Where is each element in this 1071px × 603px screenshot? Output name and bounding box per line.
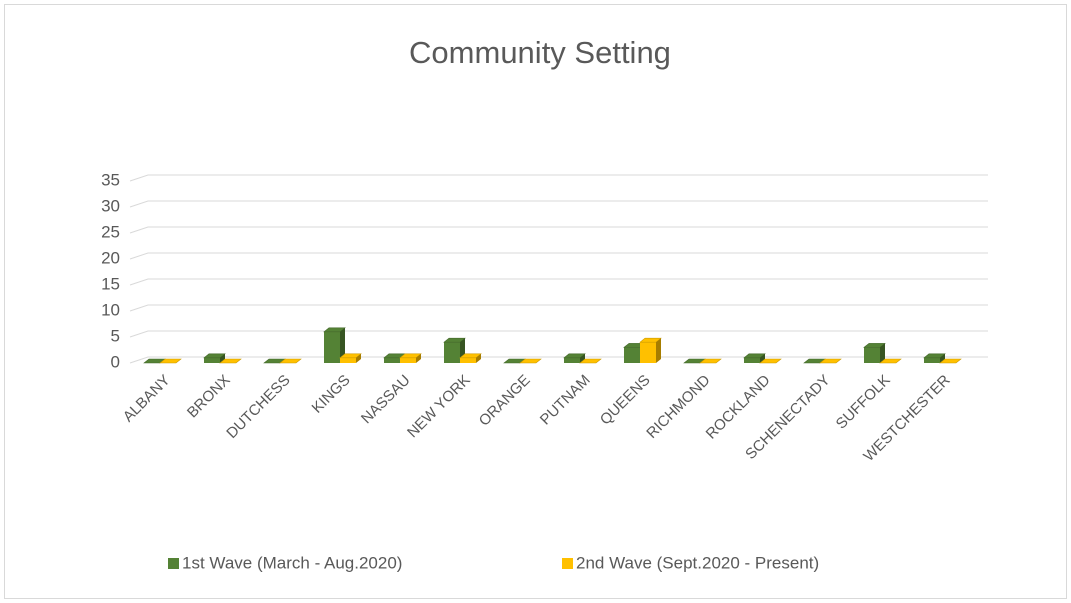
grid-line — [129, 356, 988, 364]
bar-side — [356, 353, 361, 363]
y-tick-label: 20 — [101, 248, 120, 267]
legend-label: 1st Wave (March - Aug.2020) — [182, 553, 402, 572]
bar-side — [220, 353, 225, 363]
bar — [203, 353, 226, 363]
bar-side — [340, 327, 345, 363]
bar-side — [476, 353, 481, 363]
bar — [863, 343, 886, 363]
bar — [923, 353, 946, 363]
grid-line — [129, 304, 988, 312]
bar — [563, 353, 586, 363]
bar-front — [624, 347, 640, 363]
bar-side — [416, 353, 421, 363]
bar — [323, 327, 346, 363]
bar — [159, 358, 182, 364]
bar — [579, 358, 602, 364]
grid-line — [129, 278, 988, 286]
y-tick-label: 5 — [111, 326, 120, 345]
bar — [459, 353, 482, 363]
bar — [399, 353, 422, 363]
bar — [743, 353, 766, 363]
y-tick-label: 0 — [111, 352, 120, 371]
bar — [759, 358, 782, 364]
bar-front — [640, 342, 656, 363]
bar — [699, 358, 722, 364]
y-tick-label: 35 — [101, 170, 120, 189]
bar-front — [400, 357, 416, 363]
grid-line — [129, 252, 988, 260]
grid-line — [129, 174, 988, 182]
bar — [339, 353, 362, 363]
bar-front — [744, 357, 760, 363]
grid-line — [129, 226, 988, 234]
bar — [879, 358, 902, 364]
y-tick-label: 15 — [101, 274, 120, 293]
bar-front — [460, 357, 476, 363]
bar — [639, 337, 662, 363]
bar-front — [384, 357, 400, 363]
bar-front — [864, 347, 880, 363]
bar-front — [924, 357, 940, 363]
bar-front — [204, 357, 220, 363]
legend-swatch — [562, 558, 573, 569]
y-tick-label: 25 — [101, 222, 120, 241]
bar-front — [564, 357, 580, 363]
chart-title: Community Setting — [409, 35, 671, 70]
chart-border — [4, 4, 1067, 599]
grid-line — [129, 200, 988, 208]
grid-line — [129, 330, 988, 338]
bar-side — [656, 338, 661, 363]
y-tick-label: 30 — [101, 196, 120, 215]
bar — [939, 358, 962, 364]
bar — [519, 358, 542, 364]
bar-side — [580, 353, 585, 363]
bar-side — [880, 343, 885, 363]
bar-front — [444, 342, 460, 363]
bar-front — [324, 331, 340, 363]
bar-side — [760, 353, 765, 363]
legend-swatch — [168, 558, 179, 569]
bar — [819, 358, 842, 364]
bar-side — [940, 353, 945, 363]
legend-label: 2nd Wave (Sept.2020 - Present) — [576, 553, 819, 572]
bar-front — [340, 357, 356, 363]
bar — [219, 358, 242, 364]
bar — [279, 358, 302, 364]
y-tick-label: 10 — [101, 300, 120, 319]
